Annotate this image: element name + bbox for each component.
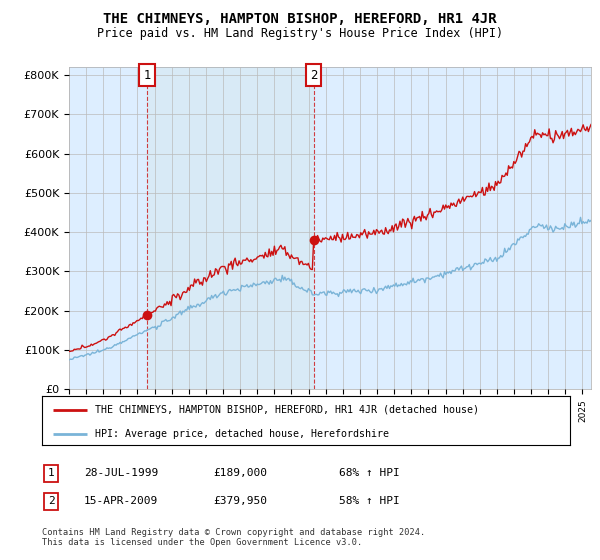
Text: 15-APR-2009: 15-APR-2009 — [84, 496, 158, 506]
Text: 1: 1 — [47, 468, 55, 478]
Text: HPI: Average price, detached house, Herefordshire: HPI: Average price, detached house, Here… — [95, 430, 389, 440]
Bar — [147, 67, 314, 389]
Text: 1: 1 — [143, 68, 151, 82]
Text: Contains HM Land Registry data © Crown copyright and database right 2024.
This d: Contains HM Land Registry data © Crown c… — [42, 528, 425, 547]
Text: 2: 2 — [47, 496, 55, 506]
Text: THE CHIMNEYS, HAMPTON BISHOP, HEREFORD, HR1 4JR (detached house): THE CHIMNEYS, HAMPTON BISHOP, HEREFORD, … — [95, 405, 479, 415]
Text: £189,000: £189,000 — [213, 468, 267, 478]
Text: 2: 2 — [310, 68, 317, 82]
Text: 68% ↑ HPI: 68% ↑ HPI — [339, 468, 400, 478]
Text: 28-JUL-1999: 28-JUL-1999 — [84, 468, 158, 478]
Text: Price paid vs. HM Land Registry's House Price Index (HPI): Price paid vs. HM Land Registry's House … — [97, 27, 503, 40]
Text: 58% ↑ HPI: 58% ↑ HPI — [339, 496, 400, 506]
Text: THE CHIMNEYS, HAMPTON BISHOP, HEREFORD, HR1 4JR: THE CHIMNEYS, HAMPTON BISHOP, HEREFORD, … — [103, 12, 497, 26]
Text: £379,950: £379,950 — [213, 496, 267, 506]
